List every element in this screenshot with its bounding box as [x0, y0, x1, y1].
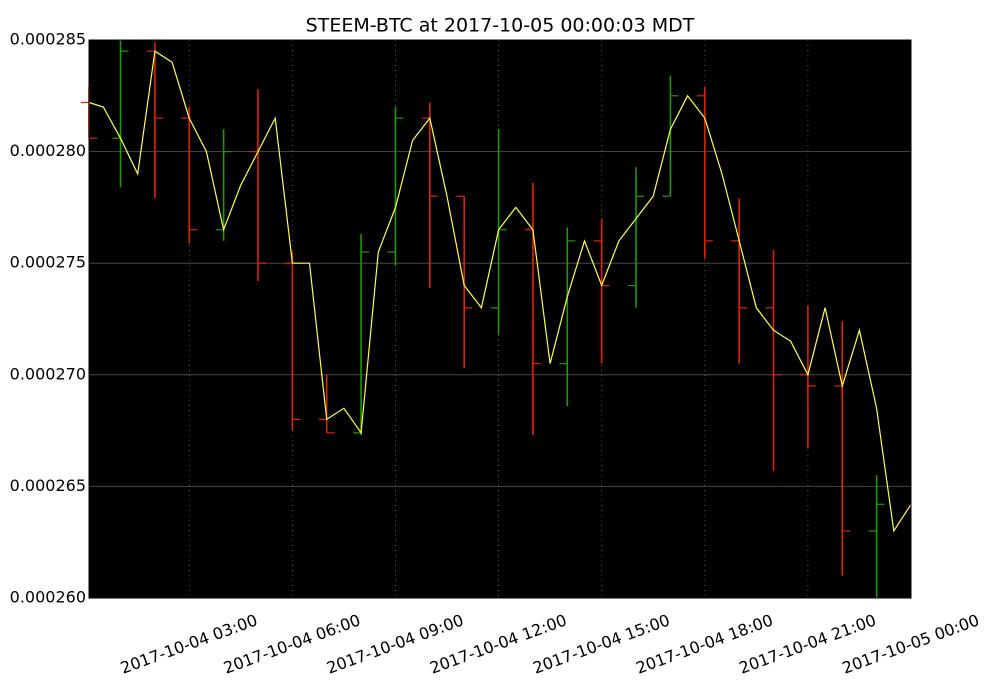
y-tick-label: 0.000265 [10, 476, 86, 495]
y-tick-label: 0.000280 [10, 141, 86, 160]
y-tick-label: 0.000275 [10, 253, 86, 272]
plot-frame [88, 39, 912, 599]
plot-area [88, 39, 912, 599]
price-line [88, 50, 912, 533]
y-tick-label: 0.000270 [10, 364, 86, 383]
chart-title: STEEM-BTC at 2017-10-05 00:00:03 MDT [306, 15, 695, 37]
y-tick-label: 0.000285 [10, 30, 86, 49]
y-tick-label: 0.000260 [10, 588, 86, 607]
